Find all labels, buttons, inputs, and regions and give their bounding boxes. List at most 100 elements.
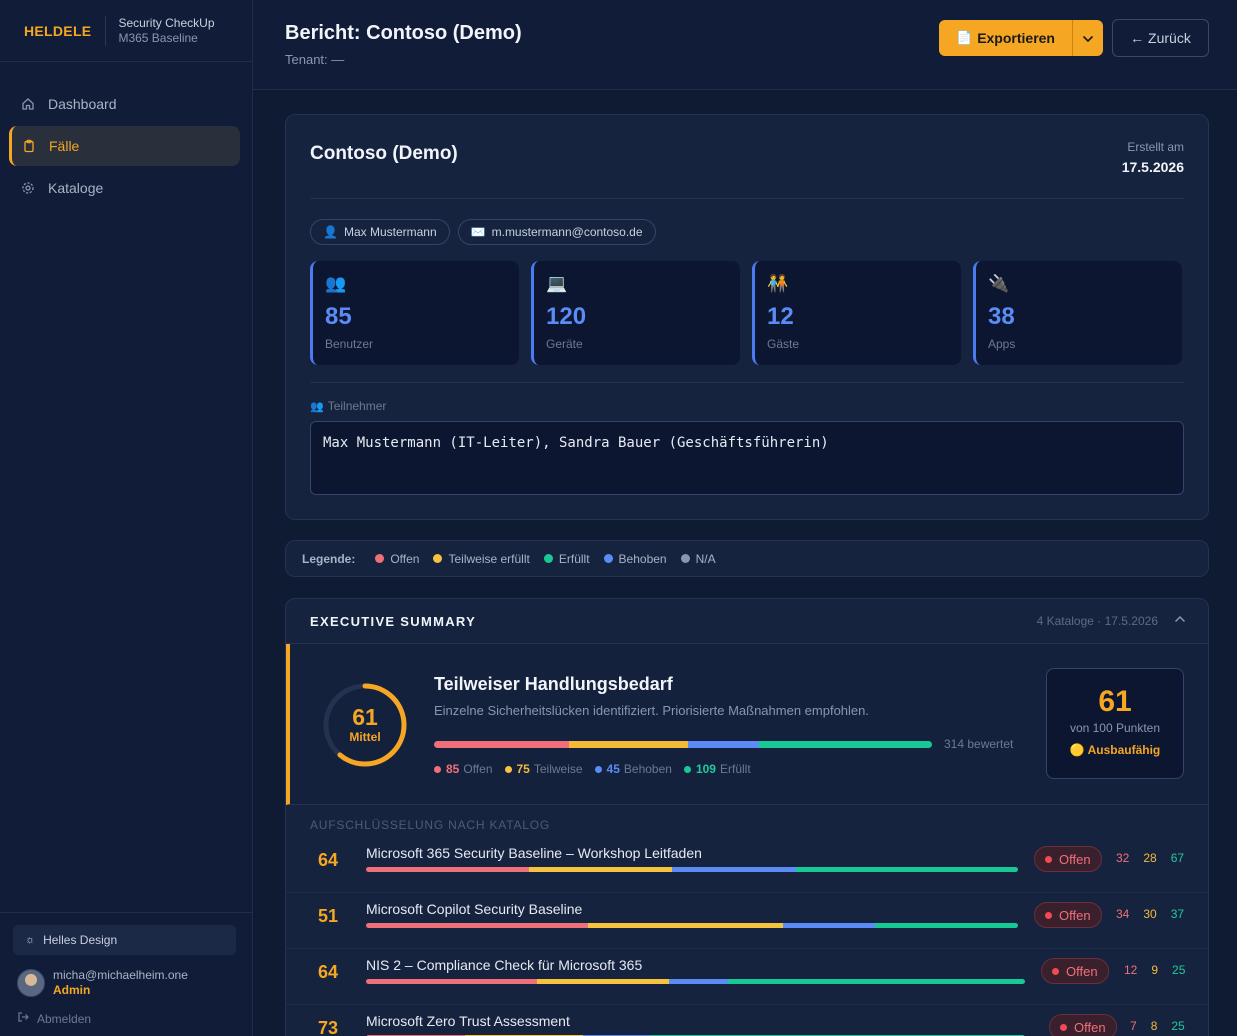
catalog-score: 73 [318,1018,339,1036]
stat-value: 120 [546,303,587,330]
catalog-counts: 12 9 25 [1110,963,1185,977]
export-button-group: 📄 Exportieren [939,20,1103,56]
stats-row: 👥 85 Benutzer 💻 120 Geräte 🧑‍🤝‍🧑 12 Gäst… [310,261,1182,365]
sidebar-item-label: Dashboard [48,96,117,112]
status-dot [433,554,443,563]
export-label: Exportieren [977,30,1055,46]
legend-label: Erfüllt [558,551,590,566]
catalog-counts: 34 30 37 [1102,907,1184,921]
catalog-row[interactable]: 64 Microsoft 365 Security Baseline – Wor… [286,837,1208,893]
page-header: Bericht: Contoso (Demo) Tenant: — 📄 Expo… [253,0,1237,90]
score-label: Mittel [349,730,381,744]
contact-email-chip[interactable]: ✉️ m.mustermann@contoso.de [457,219,656,245]
status-badge-label: Offen [1059,907,1091,923]
logout-button[interactable]: Abmelden [17,1011,91,1026]
brand-title: Security CheckUp [118,15,215,30]
catalog-counts: 7 8 25 [1116,1019,1185,1033]
count-label: Offen [463,762,493,776]
catalog-row[interactable]: 73 Microsoft Zero Trust Assessment Offen… [286,1005,1208,1036]
count-value: 45 [606,762,620,776]
sidebar-footer: ☼ Helles Design micha@michaelheim.one Ad… [0,912,252,1036]
stat-benutzer: 👥 85 Benutzer [310,261,519,365]
catalog-bar-segment [587,923,784,928]
clipboard-icon [22,139,36,153]
stat-label: Gäste [767,337,800,351]
catalog-bar-segment [366,867,529,872]
sidebar-item-faelle[interactable]: Fälle [9,126,240,166]
legend-item-offen: Offen [375,552,419,566]
count-partial: 9 [1151,963,1159,977]
sidebar-item-dashboard[interactable]: Dashboard [9,84,240,124]
status-dot [434,765,441,773]
export-button[interactable]: 📄 Exportieren [939,20,1072,56]
evaluated-count: 314 bewertet [944,737,1014,751]
legend-item-teilweise: Teilweise erfüllt [433,551,530,566]
brand-logo[interactable]: HELDELE [24,22,92,39]
stat-value: 85 [325,303,352,330]
count-value: 109 [695,762,716,776]
catalog-name: Microsoft Zero Trust Assessment [366,1013,570,1029]
contact-email: m.mustermann@contoso.de [491,225,643,239]
count-open: 32 [1116,851,1130,865]
catalog-bar [366,867,1018,872]
tenant-label: Tenant: — [285,52,345,67]
gear-icon [21,181,35,195]
mail-icon: ✉️ [470,225,486,239]
legend-label: Behoben [618,551,667,566]
points-tag-label: Ausbaufähig [1087,743,1161,757]
count-done: 37 [1170,907,1185,921]
status-dot [543,554,553,563]
catalog-bar-segment [796,867,1018,872]
stat-label: Geräte [546,337,583,351]
count-offen: 85 Offen [434,762,493,776]
status-badge: Offen [1034,846,1102,872]
count-done: 25 [1172,963,1186,977]
catalog-bar-segment [529,867,673,872]
status-dot [1060,1023,1067,1031]
participants-textarea[interactable]: Max Mustermann (IT-Leiter), Sandra Bauer… [310,421,1184,495]
count-label: Erfüllt [719,762,751,776]
summary-header[interactable]: EXECUTIVE SUMMARY 4 Kataloge · 17.5.2026 [286,599,1208,644]
status-badge: Offen [1034,902,1102,928]
participants-label-text: Teilnehmer [327,399,387,413]
home-icon [21,97,35,111]
catalog-row[interactable]: 64 NIS 2 – Compliance Check für Microsof… [286,949,1208,1005]
status-badge: Offen [1049,1014,1117,1036]
stat-label: Benutzer [325,337,374,351]
legend-title: Legende: [302,551,356,566]
legend-label: Teilweise erfüllt [448,551,530,566]
summary-meta: 4 Kataloge · 17.5.2026 [1036,614,1158,628]
count-teilweise: 75 Teilweise [504,762,583,776]
stat-apps: 🔌 38 Apps [973,261,1182,365]
catalog-score: 64 [318,962,339,982]
user-email: micha@michaelheim.one [53,968,188,982]
stat-value: 38 [988,303,1015,330]
chevron-up-icon[interactable] [1174,612,1186,626]
count-partial: 8 [1150,1019,1158,1033]
catalog-score: 64 [318,850,339,870]
catalog-bar [366,923,1018,928]
laptop-icon: 💻 [546,274,568,293]
sidebar-item-kataloge[interactable]: Kataloge [9,168,240,208]
count-label: Teilweise [533,762,583,776]
brand-divider [105,15,107,46]
status-dot [683,765,691,773]
count-partial: 30 [1143,907,1157,921]
user-info: micha@michaelheim.one Admin [17,968,188,998]
back-button[interactable]: ← Zurück [1112,19,1209,57]
status-bar-segment [568,741,688,748]
theme-toggle-button[interactable]: ☼ Helles Design [13,925,236,955]
catalog-name: Microsoft 365 Security Baseline – Worksh… [366,845,702,861]
export-dropdown-button[interactable] [1072,20,1103,56]
catalog-row[interactable]: 51 Microsoft Copilot Security Baseline O… [286,893,1208,949]
page-title: Bericht: Contoso (Demo) [285,22,522,44]
catalog-bar-segment [366,923,588,928]
catalog-score: 51 [318,906,339,926]
stat-geraete: 💻 120 Geräte [531,261,740,365]
catalog-bar-segment [783,923,875,928]
stat-value: 12 [767,303,794,330]
legend-label: N/A [695,551,716,566]
status-dot [603,554,613,563]
count-label: Behoben [623,762,672,776]
catalog-bar-segment [669,979,729,984]
